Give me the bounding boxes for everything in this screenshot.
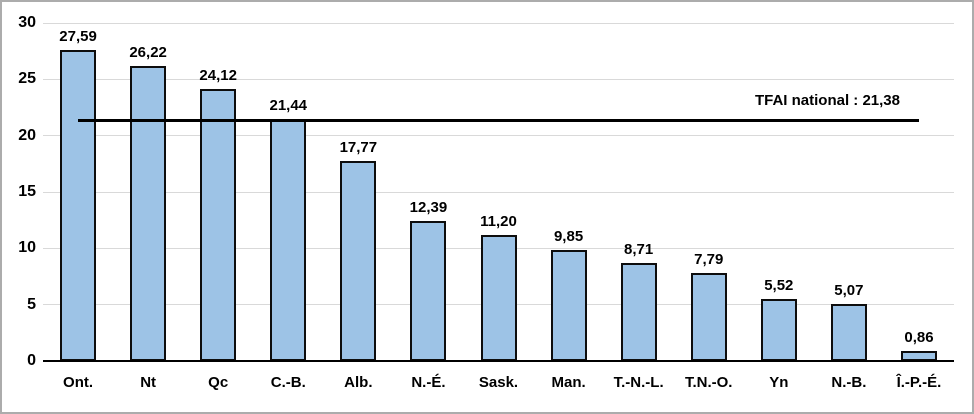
gridline	[43, 191, 954, 193]
gridline	[43, 135, 954, 137]
x-axis-category-label: Qc	[208, 374, 229, 391]
gridline	[43, 78, 954, 80]
x-axis-category-label: Î.-P.-É.	[896, 374, 942, 391]
national-reference-line	[78, 118, 919, 122]
x-axis-category-label: Alb.	[344, 374, 373, 391]
x-axis-category-label: T.-N.-L.	[613, 374, 664, 391]
bar-value-label: 0,86	[904, 329, 934, 347]
bar	[480, 234, 517, 361]
y-axis-tick-label: 25	[18, 70, 36, 88]
bar	[270, 119, 307, 361]
bar-value-label: 9,85	[553, 228, 584, 246]
y-axis-tick-label: 20	[18, 126, 36, 144]
bar	[760, 298, 797, 361]
bar	[340, 160, 377, 361]
bar	[60, 50, 97, 361]
bar-value-label: 7,79	[694, 251, 724, 269]
x-axis-category-label: N.-É.	[411, 374, 446, 391]
x-axis-category-label: Ont.	[63, 374, 94, 391]
y-axis-tick-label: 0	[27, 352, 36, 369]
x-axis-category-label: Nt	[140, 374, 157, 391]
x-axis-line	[43, 360, 954, 362]
bar-value-label: 12,39	[409, 199, 448, 217]
bar	[830, 303, 867, 361]
bar-value-label: 24,12	[199, 67, 237, 85]
x-axis-category-label: C.-B.	[270, 374, 306, 391]
x-axis-category-label: Man.	[551, 374, 586, 391]
reference-line-label: TFAI national : 21,38	[754, 92, 900, 109]
bar-value-label: 21,44	[269, 97, 308, 115]
bar-value-label: 5,52	[764, 276, 794, 294]
x-axis-category-label: T.N.-O.	[684, 374, 733, 391]
y-axis-tick-label: 30	[18, 14, 36, 31]
bar	[690, 273, 727, 361]
bar-value-label: 5,07	[834, 281, 864, 299]
bar	[620, 262, 657, 361]
gridline	[43, 22, 954, 24]
bar-value-label: 27,59	[59, 28, 97, 46]
bar	[410, 221, 447, 361]
y-axis-tick-label: 5	[27, 295, 36, 313]
bar-value-label: 17,77	[339, 138, 378, 156]
x-axis-category-label: Yn	[769, 374, 789, 391]
x-axis-category-label: N.-B.	[831, 374, 867, 391]
y-axis-tick-label: 15	[18, 183, 36, 200]
bar-value-label: 8,71	[624, 240, 654, 258]
y-axis-tick-label: 10	[18, 239, 36, 257]
bar	[130, 65, 167, 361]
x-axis-category-label: Sask.	[478, 374, 519, 391]
bar	[200, 89, 237, 361]
bar-value-label: 26,22	[129, 43, 167, 61]
bar-value-label: 11,20	[480, 212, 517, 230]
bar	[550, 250, 587, 361]
